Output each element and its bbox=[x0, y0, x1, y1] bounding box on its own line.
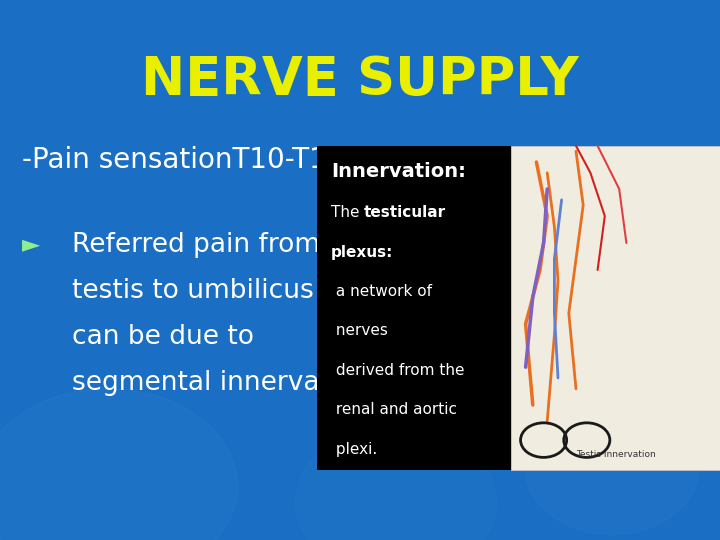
Text: The: The bbox=[331, 205, 364, 220]
Text: segmental innervation.: segmental innervation. bbox=[72, 370, 379, 396]
FancyBboxPatch shape bbox=[317, 146, 511, 470]
Text: -Pain sensationT10-T11: -Pain sensationT10-T11 bbox=[22, 146, 344, 174]
Text: Innervation:: Innervation: bbox=[331, 162, 466, 181]
Text: can be due to: can be due to bbox=[72, 324, 254, 350]
Text: derived from the: derived from the bbox=[331, 363, 464, 378]
Text: Referred pain from: Referred pain from bbox=[72, 232, 320, 258]
Text: plexi.: plexi. bbox=[331, 442, 377, 457]
Text: plexus:: plexus: bbox=[331, 245, 394, 260]
Circle shape bbox=[295, 427, 497, 540]
Text: renal and aortic: renal and aortic bbox=[331, 402, 457, 417]
Text: testicular: testicular bbox=[364, 205, 446, 220]
Text: Testis innervation: Testis innervation bbox=[576, 450, 655, 459]
Text: nerves: nerves bbox=[331, 323, 388, 339]
Text: a network of: a network of bbox=[331, 284, 432, 299]
Text: ►: ► bbox=[22, 232, 40, 256]
Text: NERVE SUPPLY: NERVE SUPPLY bbox=[141, 54, 579, 106]
FancyBboxPatch shape bbox=[511, 146, 720, 470]
Circle shape bbox=[0, 389, 238, 540]
Circle shape bbox=[526, 405, 698, 535]
Text: testis to umbilicus: testis to umbilicus bbox=[72, 278, 314, 304]
